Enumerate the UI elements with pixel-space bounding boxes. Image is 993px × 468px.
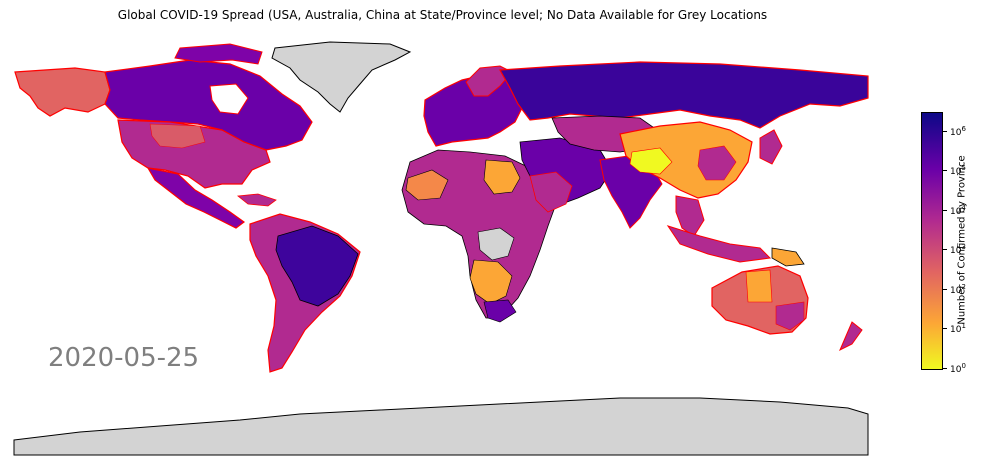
region-usa-west xyxy=(149,123,206,149)
colorbar-tick xyxy=(943,209,947,211)
region-arabia xyxy=(529,171,573,213)
region-indonesia xyxy=(666,225,772,263)
region-japan xyxy=(759,129,783,165)
colorbar-tick-label: 102 xyxy=(950,282,966,296)
region-north-africa-orange xyxy=(483,159,521,195)
date-label: 2020-05-25 xyxy=(48,343,200,373)
region-australia-central xyxy=(745,269,773,303)
colorbar-tick-label: 105 xyxy=(950,164,966,178)
colorbar-tick xyxy=(943,249,947,251)
region-brazil xyxy=(275,225,359,307)
region-hudson-bay xyxy=(209,83,249,115)
colorbar-tick-label: 100 xyxy=(950,362,966,375)
region-new-guinea xyxy=(771,247,805,267)
region-china-east-magenta xyxy=(697,145,737,181)
region-west-africa-orange xyxy=(405,169,449,201)
colorbar-tick-label: 103 xyxy=(950,243,966,257)
colorbar-tick xyxy=(943,328,947,330)
region-new-zealand xyxy=(839,321,863,352)
region-canada xyxy=(104,59,313,151)
colorbar-tick xyxy=(943,130,947,132)
region-antarctica xyxy=(13,397,869,456)
colorbar-gradient xyxy=(921,112,943,370)
region-alaska xyxy=(14,67,111,117)
colorbar-tick-label: 106 xyxy=(950,124,966,138)
region-russia xyxy=(499,61,869,129)
colorbar: 100 101 102 103 104 105 106 xyxy=(920,110,990,375)
colorbar-tick-label: 104 xyxy=(950,203,966,217)
colorbar-tick xyxy=(943,288,947,290)
region-south-africa xyxy=(483,299,517,323)
region-arctic-islands xyxy=(174,43,263,65)
region-caribbean xyxy=(236,193,277,207)
colorbar-label: Number of Confirmed by Province xyxy=(956,155,968,325)
map-title: Global COVID-19 Spread (USA, Australia, … xyxy=(117,8,768,22)
region-southern-africa-orange xyxy=(469,259,513,305)
colorbar-tick xyxy=(943,368,947,369)
region-australia-southeast xyxy=(775,301,805,331)
region-central-africa-grey xyxy=(477,227,515,261)
colorbar-tick-label: 101 xyxy=(950,322,966,336)
region-china-west-yellow xyxy=(629,147,673,175)
region-greenland xyxy=(271,41,412,113)
region-mexico xyxy=(146,167,246,229)
world-map xyxy=(13,41,869,456)
colorbar-tick xyxy=(943,170,947,172)
